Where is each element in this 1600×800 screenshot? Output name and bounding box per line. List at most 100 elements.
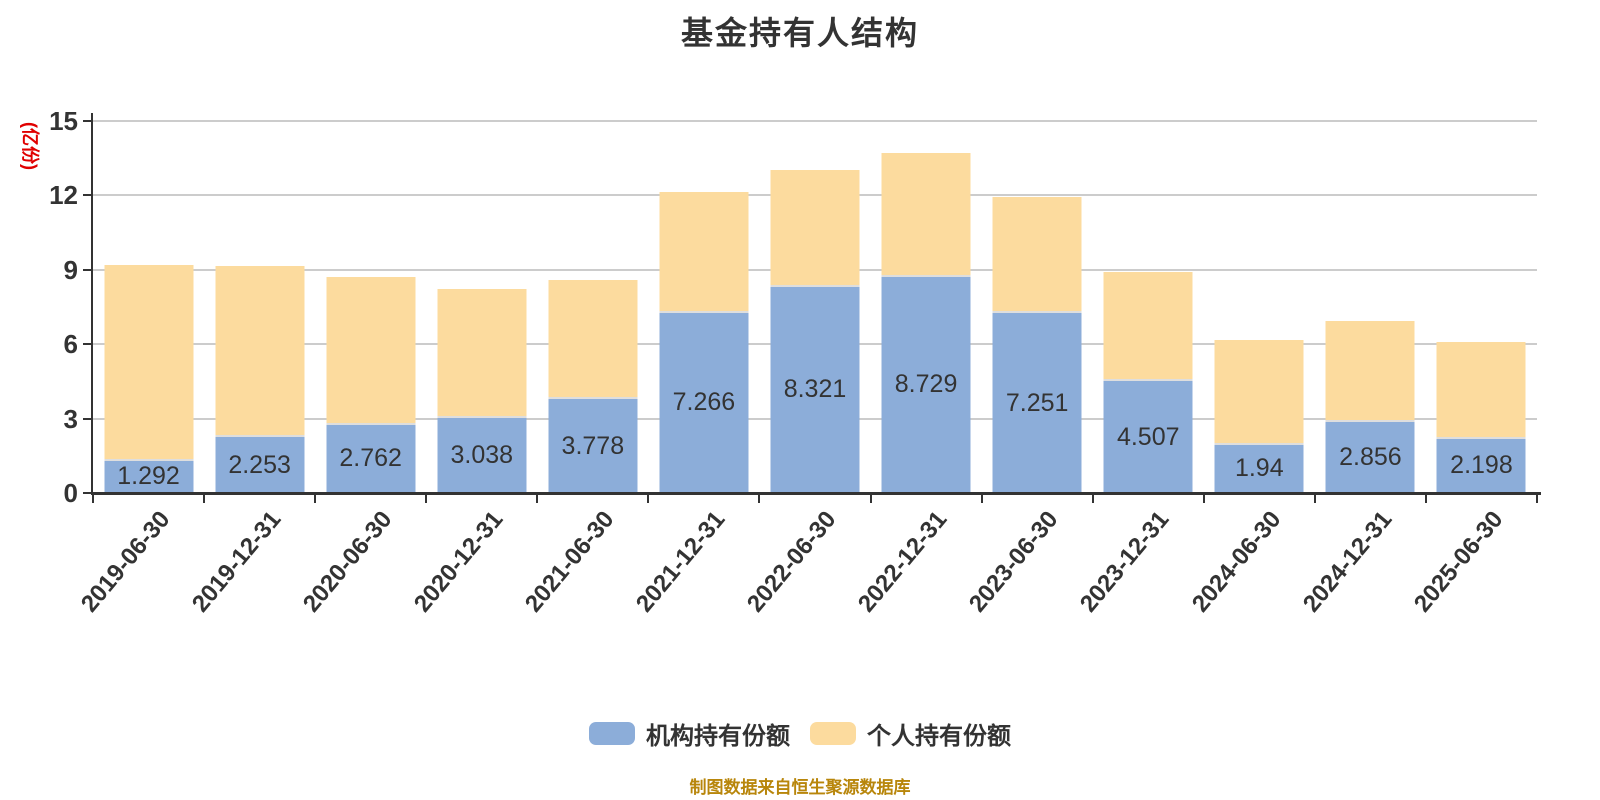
bar-slot: 2.253 [204, 121, 315, 493]
stacked-bar: 3.778 [548, 280, 638, 493]
x-axis-tick [1313, 495, 1316, 503]
bar-slot: 3.778 [537, 121, 648, 493]
bar-segment-institution[interactable] [215, 437, 305, 493]
bar-slot: 8.729 [871, 121, 982, 493]
bar-segment-individual[interactable] [548, 280, 638, 400]
y-axis-tick-label: 6 [63, 329, 78, 360]
x-axis-category-label: 2020-06-30 [297, 506, 398, 618]
bar-slot: 7.266 [648, 121, 759, 493]
bar-slot: 7.251 [982, 121, 1093, 493]
stacked-bar: 2.198 [1436, 341, 1526, 493]
bar-slot: 1.94 [1204, 121, 1315, 493]
x-axis-category-label: 2023-06-30 [964, 506, 1064, 618]
y-axis-tick [83, 417, 91, 420]
x-axis-line [91, 492, 1541, 495]
stacked-bar: 8.321 [770, 170, 860, 493]
bar-segment-individual[interactable] [1325, 321, 1415, 423]
stacked-bar: 4.507 [1103, 272, 1193, 493]
bar-segment-individual[interactable] [659, 192, 749, 313]
y-axis-tick [83, 194, 91, 197]
x-axis-category-label: 2024-12-31 [1297, 506, 1398, 618]
x-axis-category-label: 2021-12-31 [631, 506, 731, 618]
bar-slot: 2.856 [1315, 121, 1426, 493]
y-axis-tick-label: 3 [63, 403, 78, 434]
bar-segment-individual[interactable] [770, 170, 860, 287]
bar-segment-institution[interactable] [1436, 438, 1526, 493]
x-axis-category-label: 2022-12-31 [853, 506, 953, 618]
bar-segment-institution[interactable] [437, 417, 527, 493]
stacked-bar: 2.856 [1325, 321, 1415, 493]
bar-segment-institution[interactable] [326, 424, 416, 493]
legend-swatch-individual-icon [810, 722, 856, 745]
x-axis-tick [314, 495, 317, 503]
bar-segment-individual[interactable] [326, 276, 416, 425]
y-axis-tick-label: 0 [63, 478, 78, 508]
legend-label-institution: 机构持有份额 [646, 723, 790, 750]
legend-swatch-institution-icon [589, 722, 635, 745]
x-axis-category-label: 2024-06-30 [1186, 506, 1286, 618]
x-axis-tick [1536, 495, 1538, 503]
bar-slot: 2.762 [315, 121, 426, 493]
y-axis-tick [83, 492, 91, 494]
x-axis-tick [869, 495, 872, 503]
bar-segment-individual[interactable] [104, 265, 194, 461]
bar-segment-institution[interactable] [770, 286, 860, 493]
x-axis-tick [92, 495, 94, 503]
bar-segment-individual[interactable] [215, 265, 305, 438]
plot-area: 1.292 2.253 2.762 3.038 3.778 7.266 8.321 8.729… [93, 120, 1537, 493]
chart-title: 基金持有人结构 [680, 15, 919, 51]
stacked-bar: 7.251 [992, 196, 1082, 493]
bar-segment-institution[interactable] [104, 460, 194, 493]
stacked-bar: 1.292 [104, 265, 194, 493]
stacked-bar: 1.94 [1214, 340, 1304, 493]
legend-label-individual: 个人持有份额 [867, 723, 1011, 750]
y-axis-tick [83, 268, 91, 271]
legend: 机构持有份额 个人持有份额 [0, 716, 1600, 751]
x-axis-category-label: 2020-12-31 [408, 506, 509, 618]
x-axis-tick [1202, 495, 1205, 503]
stacked-bar: 3.038 [437, 289, 527, 493]
y-axis-tick-label: 12 [49, 180, 78, 211]
y-axis-tick-label: 9 [63, 254, 78, 285]
x-axis-tick [1424, 495, 1427, 503]
bar-segment-institution[interactable] [1103, 381, 1193, 493]
x-axis-tick [980, 495, 983, 503]
bar-segment-individual[interactable] [881, 153, 971, 277]
x-axis-category-label: 2025-06-30 [1408, 506, 1509, 618]
bar-segment-individual[interactable] [1214, 340, 1304, 445]
stacked-bar: 2.253 [215, 265, 305, 493]
legend-item-institution[interactable]: 机构持有份额 [589, 716, 790, 751]
x-axis-tick [758, 495, 761, 503]
x-axis-tick [647, 495, 650, 503]
x-axis-category-label: 2019-12-31 [186, 506, 287, 618]
x-axis-category-label: 2019-06-30 [75, 506, 176, 618]
x-axis-category-label: 2022-06-30 [742, 506, 842, 618]
y-axis-tick-label: 15 [49, 106, 78, 136]
footer-data-source-note: 制图数据来自恒生聚源数据库 [689, 778, 911, 797]
stacked-bar: 7.266 [659, 192, 749, 493]
bar-segment-individual[interactable] [992, 196, 1082, 314]
bar-slot: 2.198 [1426, 121, 1537, 493]
x-axis-tick [203, 495, 206, 503]
y-axis-line [91, 113, 93, 495]
bar-segment-individual[interactable] [1103, 272, 1193, 382]
y-axis-tick [83, 343, 91, 346]
x-axis-tick [1091, 495, 1094, 503]
bar-slot: 3.038 [426, 121, 537, 493]
bar-segment-institution[interactable] [992, 313, 1082, 493]
bar-slot: 8.321 [759, 121, 870, 493]
bar-segment-institution[interactable] [881, 276, 971, 493]
x-axis-tick [425, 495, 428, 503]
bar-segment-institution[interactable] [1325, 422, 1415, 493]
x-axis-category-label: 2021-06-30 [519, 506, 620, 618]
legend-item-individual[interactable]: 个人持有份额 [810, 716, 1011, 751]
x-axis-tick [536, 495, 539, 503]
y-axis-tick [83, 120, 91, 122]
bar-segment-institution[interactable] [659, 312, 749, 493]
bar-segment-individual[interactable] [1436, 341, 1526, 439]
bar-segment-institution[interactable] [1214, 444, 1304, 493]
bar-segment-individual[interactable] [437, 289, 527, 418]
bar-segment-institution[interactable] [548, 399, 638, 493]
bar-slot: 4.507 [1093, 121, 1204, 493]
